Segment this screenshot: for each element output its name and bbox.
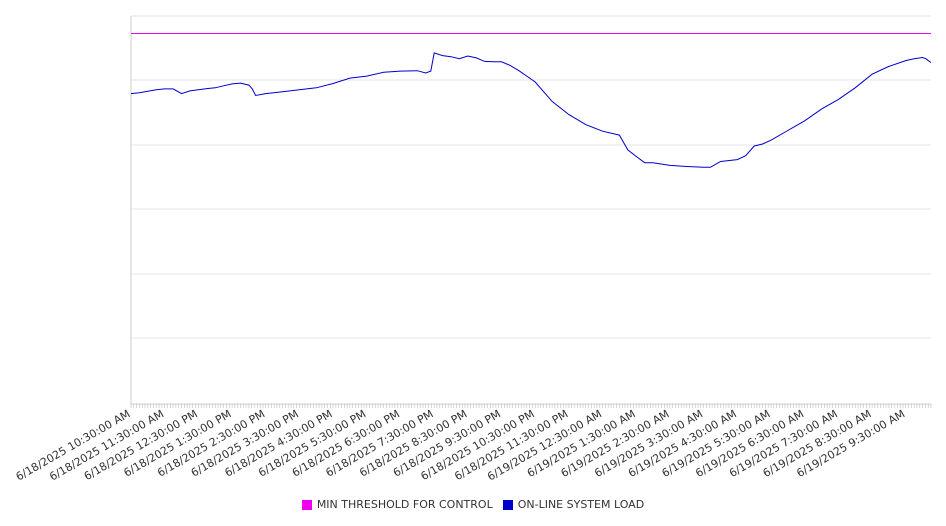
grid-lines [131, 15, 931, 339]
x-axis-tick-labels: 6/18/2025 10:30:00 AM6/18/2025 11:30:00 … [14, 407, 908, 483]
legend: MIN THRESHOLD FOR CONTROL ON-LINE SYSTEM… [0, 498, 946, 511]
legend-item-system-load[interactable]: ON-LINE SYSTEM LOAD [502, 498, 645, 511]
series-line-system-load [130, 52, 932, 168]
legend-label-threshold: MIN THRESHOLD FOR CONTROL [316, 498, 493, 511]
legend-swatch-threshold [301, 499, 312, 510]
x-axis-minor-ticks [130, 404, 932, 408]
legend-swatch-system-load [502, 499, 513, 510]
legend-item-threshold[interactable]: MIN THRESHOLD FOR CONTROL [301, 498, 493, 511]
series-layer [130, 33, 932, 168]
legend-label-system-load: ON-LINE SYSTEM LOAD [517, 498, 645, 511]
